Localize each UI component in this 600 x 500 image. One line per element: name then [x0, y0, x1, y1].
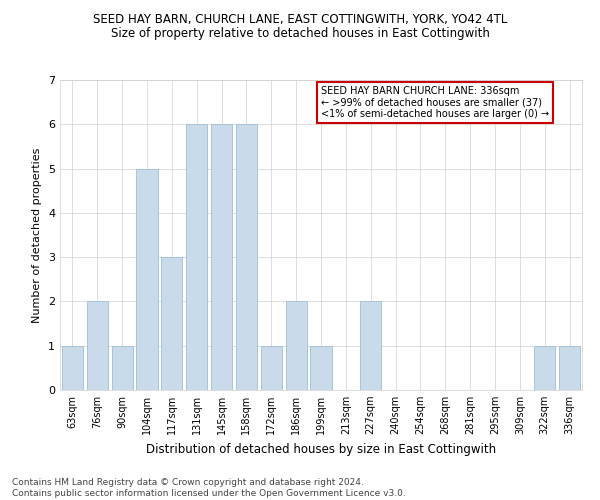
Text: SEED HAY BARN, CHURCH LANE, EAST COTTINGWITH, YORK, YO42 4TL: SEED HAY BARN, CHURCH LANE, EAST COTTING…	[93, 12, 507, 26]
Bar	[87, 302, 108, 390]
Bar	[559, 346, 580, 390]
Text: Size of property relative to detached houses in East Cottingwith: Size of property relative to detached ho…	[110, 28, 490, 40]
X-axis label: Distribution of detached houses by size in East Cottingwith: Distribution of detached houses by size …	[146, 442, 496, 456]
Text: Contains HM Land Registry data © Crown copyright and database right 2024.
Contai: Contains HM Land Registry data © Crown c…	[12, 478, 406, 498]
Bar	[161, 257, 182, 390]
Bar	[211, 124, 232, 390]
Bar	[236, 124, 257, 390]
Bar	[534, 346, 555, 390]
Bar	[62, 346, 83, 390]
Bar	[136, 168, 158, 390]
Bar	[310, 346, 332, 390]
Bar	[112, 346, 133, 390]
Bar	[261, 346, 282, 390]
Bar	[286, 302, 307, 390]
Text: SEED HAY BARN CHURCH LANE: 336sqm
← >99% of detached houses are smaller (37)
<1%: SEED HAY BARN CHURCH LANE: 336sqm ← >99%…	[321, 86, 549, 120]
Y-axis label: Number of detached properties: Number of detached properties	[32, 148, 43, 322]
Bar	[186, 124, 207, 390]
Bar	[360, 302, 381, 390]
